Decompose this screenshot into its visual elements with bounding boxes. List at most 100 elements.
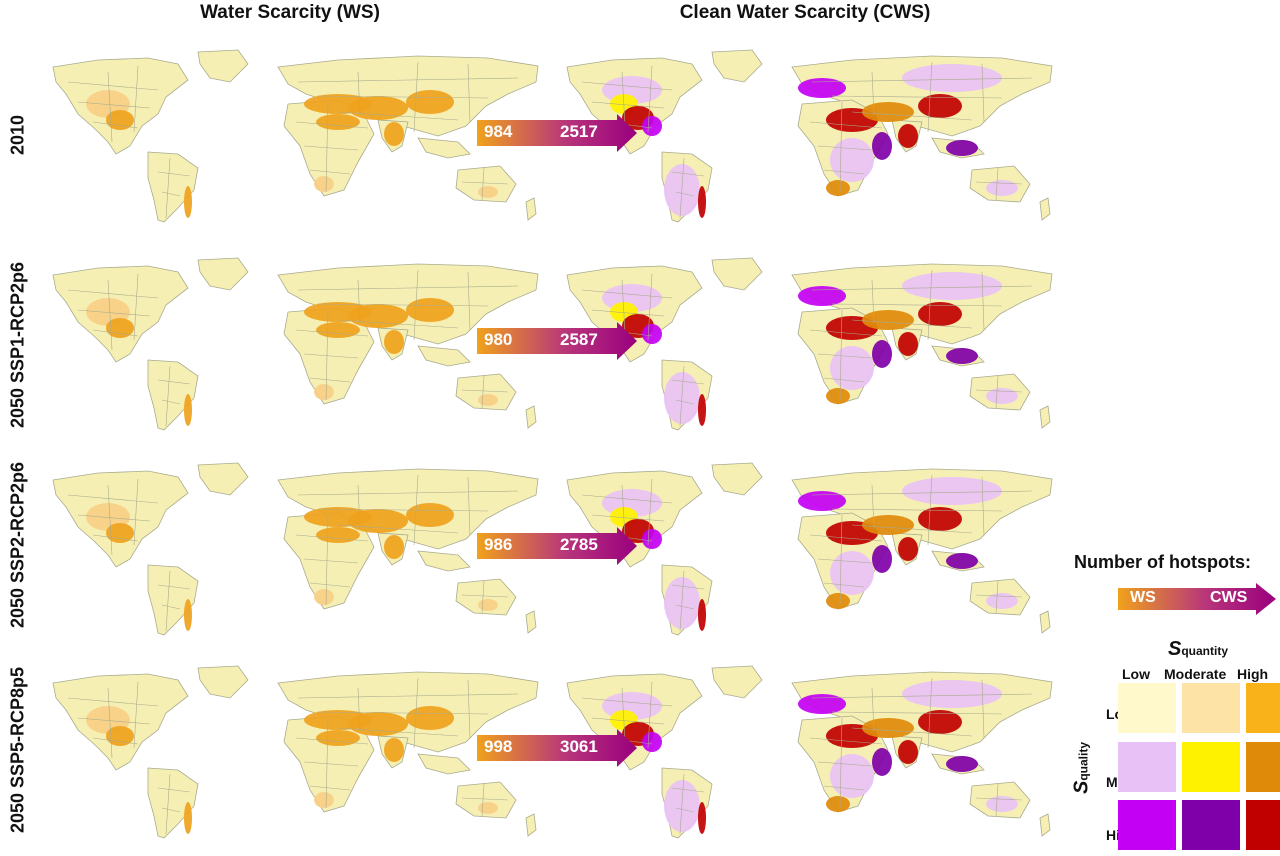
ws-map-ssp2	[52, 462, 539, 636]
scarcity-region	[946, 140, 978, 156]
legend-title: Number of hotspots:	[1074, 552, 1251, 572]
scarcity-region	[314, 589, 334, 605]
cws-map-ssp1	[566, 257, 1053, 431]
scarcity-region	[384, 122, 404, 146]
scarcity-region	[862, 102, 914, 122]
scarcity-region	[826, 796, 850, 812]
scarcity-region	[830, 346, 874, 390]
scarcity-region	[902, 64, 1002, 92]
s-quantity-axis-title: Squantity	[1168, 638, 1228, 661]
scarcity-region	[872, 132, 892, 160]
scarcity-region	[348, 96, 408, 120]
scarcity-region	[316, 114, 360, 130]
row-label-ssp1: 2050 SSP1-RCP2p6	[7, 261, 28, 429]
scarcity-region	[478, 599, 498, 611]
cws-column-title: Clean Water Scarcity (CWS)	[679, 2, 931, 23]
scarcity-region	[986, 593, 1018, 609]
scarcity-region	[872, 340, 892, 368]
col-label-moderate: Moderate	[1164, 666, 1227, 682]
scarcity-region	[826, 388, 850, 404]
scarcity-region	[872, 545, 892, 573]
scarcity-region	[872, 748, 892, 776]
land-layer	[52, 49, 539, 223]
col-label-high: High	[1237, 666, 1269, 682]
legend-cell-moderate-moderate	[1182, 742, 1240, 792]
scarcity-region	[184, 394, 192, 426]
scarcity-region	[106, 523, 134, 543]
hotspot-arrow-ssp5: 998 3061	[477, 729, 637, 767]
legend-arrow: WS CWS	[1118, 583, 1276, 615]
row-label-2010: 2010	[7, 114, 28, 156]
scarcity-region	[314, 384, 334, 400]
ws-map-ssp1	[52, 257, 539, 431]
scarcity-region	[830, 551, 874, 595]
scarcity-region	[830, 138, 874, 182]
ws-hotspot-count: 998	[484, 737, 513, 756]
cws-hotspot-count: 3061	[560, 737, 598, 756]
legend-cell-low-low	[1118, 683, 1176, 733]
legend-cell-high-moderate	[1182, 800, 1240, 850]
scarcity-region	[478, 802, 498, 814]
scarcity-region	[406, 706, 454, 730]
scarcity-region	[798, 78, 846, 98]
scarcity-region	[106, 726, 134, 746]
scarcity-region	[478, 394, 498, 406]
scarcity-region	[946, 348, 978, 364]
scarcity-region	[946, 756, 978, 772]
cws-map-ssp5	[566, 665, 1053, 839]
cws-map-2010	[566, 49, 1053, 223]
land-layer	[52, 462, 539, 636]
scarcity-region	[826, 593, 850, 609]
scarcity-region	[384, 330, 404, 354]
legend-cws-label: CWS	[1210, 589, 1248, 606]
hotspot-arrow-ssp1: 980 2587	[477, 322, 637, 360]
scarcity-region	[184, 802, 192, 834]
scarcity-region	[348, 304, 408, 328]
legend-cell-moderate-high	[1246, 742, 1280, 792]
scarcity-region	[314, 792, 334, 808]
row-label-ssp5: 2050 SSP5-RCP8p5	[7, 666, 28, 834]
scarcity-region	[798, 491, 846, 511]
legend-cell-high-low	[1118, 800, 1176, 850]
scarcity-region	[862, 310, 914, 330]
scarcity-region	[898, 332, 918, 356]
quality-subscript: quality	[1076, 741, 1091, 781]
ws-hotspot-count: 984	[484, 122, 513, 141]
hotspot-arrow-2010: 984 2517	[477, 114, 637, 152]
scarcity-region	[862, 718, 914, 738]
land-layer	[52, 257, 539, 431]
cws-hotspot-count: 2517	[560, 122, 598, 141]
quantity-subscript: quantity	[1181, 644, 1229, 658]
ws-column-title: Water Scarcity (WS)	[200, 2, 380, 23]
scarcity-region	[986, 388, 1018, 404]
scarcity-region	[406, 298, 454, 322]
scarcity-region	[898, 740, 918, 764]
scarcity-region	[798, 286, 846, 306]
scarcity-region	[316, 730, 360, 746]
scarcity-region	[642, 116, 662, 136]
scarcity-region	[642, 732, 662, 752]
scarcity-region	[898, 537, 918, 561]
scarcity-region	[314, 176, 334, 192]
s-symbol: S	[1070, 780, 1093, 795]
scarcity-region	[316, 322, 360, 338]
ws-map-2010	[52, 49, 539, 223]
scarcity-region	[798, 694, 846, 714]
scarcity-region	[384, 738, 404, 762]
scarcity-region	[642, 324, 662, 344]
scarcity-region	[862, 515, 914, 535]
scarcity-region	[698, 186, 706, 218]
legend-cell-low-high	[1246, 683, 1280, 733]
row-label-ssp2: 2050 SSP2-RCP2p6	[7, 461, 28, 629]
ws-hotspot-count: 980	[484, 330, 513, 349]
scarcity-region	[384, 535, 404, 559]
scarcity-region	[478, 186, 498, 198]
scarcity-region	[898, 124, 918, 148]
scarcity-region	[830, 754, 874, 798]
scarcity-region	[902, 680, 1002, 708]
scarcity-region	[826, 180, 850, 196]
cws-map-ssp2	[566, 462, 1053, 636]
scarcity-region	[986, 796, 1018, 812]
scarcity-region	[698, 394, 706, 426]
scarcity-region	[106, 318, 134, 338]
